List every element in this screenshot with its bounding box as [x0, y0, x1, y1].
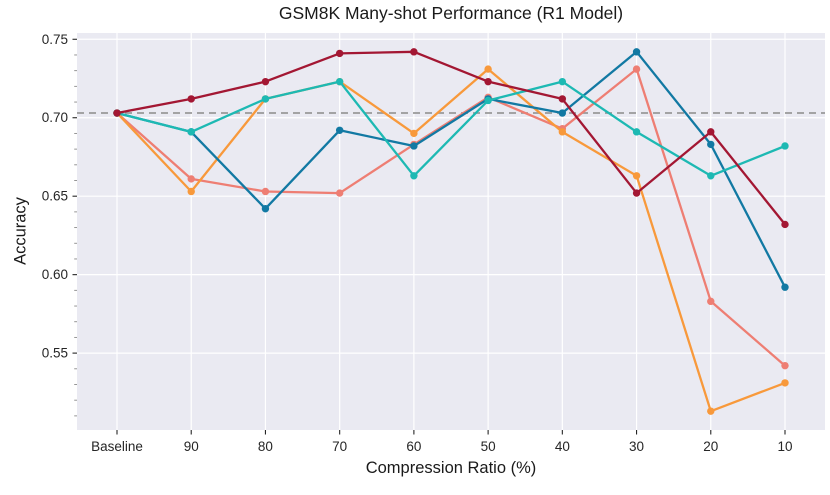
data-point-teal-80 [261, 95, 270, 103]
data-point-salmon-70 [335, 189, 344, 197]
y-axis-label: Accuracy [11, 197, 30, 265]
data-point-dark-red-50 [484, 77, 492, 86]
data-point-teal-20 [707, 172, 715, 180]
data-point-steel-blue-60 [410, 142, 418, 150]
data-point-steel-blue-70 [335, 126, 344, 134]
data-point-dark-red-40 [558, 95, 567, 103]
series-line-orange [115, 67, 787, 413]
data-point-teal-50 [484, 96, 492, 105]
plot-area [77, 33, 825, 430]
x-tick-label: Baseline [91, 439, 143, 454]
data-point-dark-red-80 [261, 77, 270, 86]
data-point-teal-60 [410, 172, 418, 180]
series-line-dark-red [115, 50, 787, 226]
x-tick-label: 50 [481, 439, 496, 454]
data-point-orange-30 [632, 172, 641, 180]
data-point-teal-70 [335, 77, 344, 86]
data-point-steel-blue-40 [558, 109, 567, 117]
data-point-steel-blue-10 [781, 283, 789, 291]
data-point-dark-red-70 [335, 49, 344, 58]
data-point-salmon-10 [781, 361, 789, 370]
data-point-dark-red-30 [632, 189, 641, 197]
x-tick-label: 10 [777, 439, 792, 454]
data-point-dark-red-60 [410, 48, 418, 56]
data-point-salmon-90 [187, 175, 195, 183]
series-line-salmon [115, 67, 787, 367]
y-tick-label: 0.60 [42, 267, 68, 282]
y-tick-label: 0.65 [42, 189, 68, 204]
series-line-steel-blue [115, 50, 787, 289]
data-point-teal-40 [558, 77, 567, 86]
x-tick-label: 80 [258, 439, 273, 454]
x-tick-label: 70 [332, 439, 347, 454]
y-tick-label: 0.70 [42, 110, 68, 125]
data-point-dark-red-90 [187, 95, 195, 103]
data-point-dark-red-Baseline [113, 109, 121, 117]
y-tick-label: 0.75 [42, 32, 68, 47]
data-point-steel-blue-30 [632, 48, 641, 56]
data-point-orange-10 [781, 379, 789, 387]
data-point-steel-blue-20 [707, 140, 715, 149]
series-line-teal [115, 80, 787, 177]
chart-title: GSM8K Many-shot Performance (R1 Model) [278, 3, 624, 23]
data-point-orange-60 [410, 129, 418, 138]
x-tick-label: 40 [555, 439, 570, 454]
data-point-orange-50 [484, 65, 492, 73]
data-point-orange-90 [187, 187, 195, 196]
data-point-salmon-30 [632, 65, 641, 73]
x-tick-label: 90 [184, 439, 199, 454]
data-point-dark-red-20 [707, 128, 715, 136]
data-point-steel-blue-80 [261, 205, 270, 213]
x-tick-label: 20 [703, 439, 718, 454]
x-axis-label: Compression Ratio (%) [365, 459, 537, 477]
data-point-teal-10 [781, 142, 789, 150]
data-point-orange-20 [707, 407, 715, 415]
x-tick-label: 60 [406, 439, 421, 454]
data-point-salmon-80 [261, 187, 270, 196]
data-point-dark-red-10 [781, 220, 789, 229]
x-tick-label: 30 [629, 439, 644, 454]
data-point-orange-40 [558, 128, 567, 136]
y-tick-label: 0.55 [42, 346, 68, 361]
data-point-salmon-20 [707, 297, 715, 306]
data-point-teal-90 [187, 128, 195, 136]
data-point-teal-30 [632, 128, 641, 136]
